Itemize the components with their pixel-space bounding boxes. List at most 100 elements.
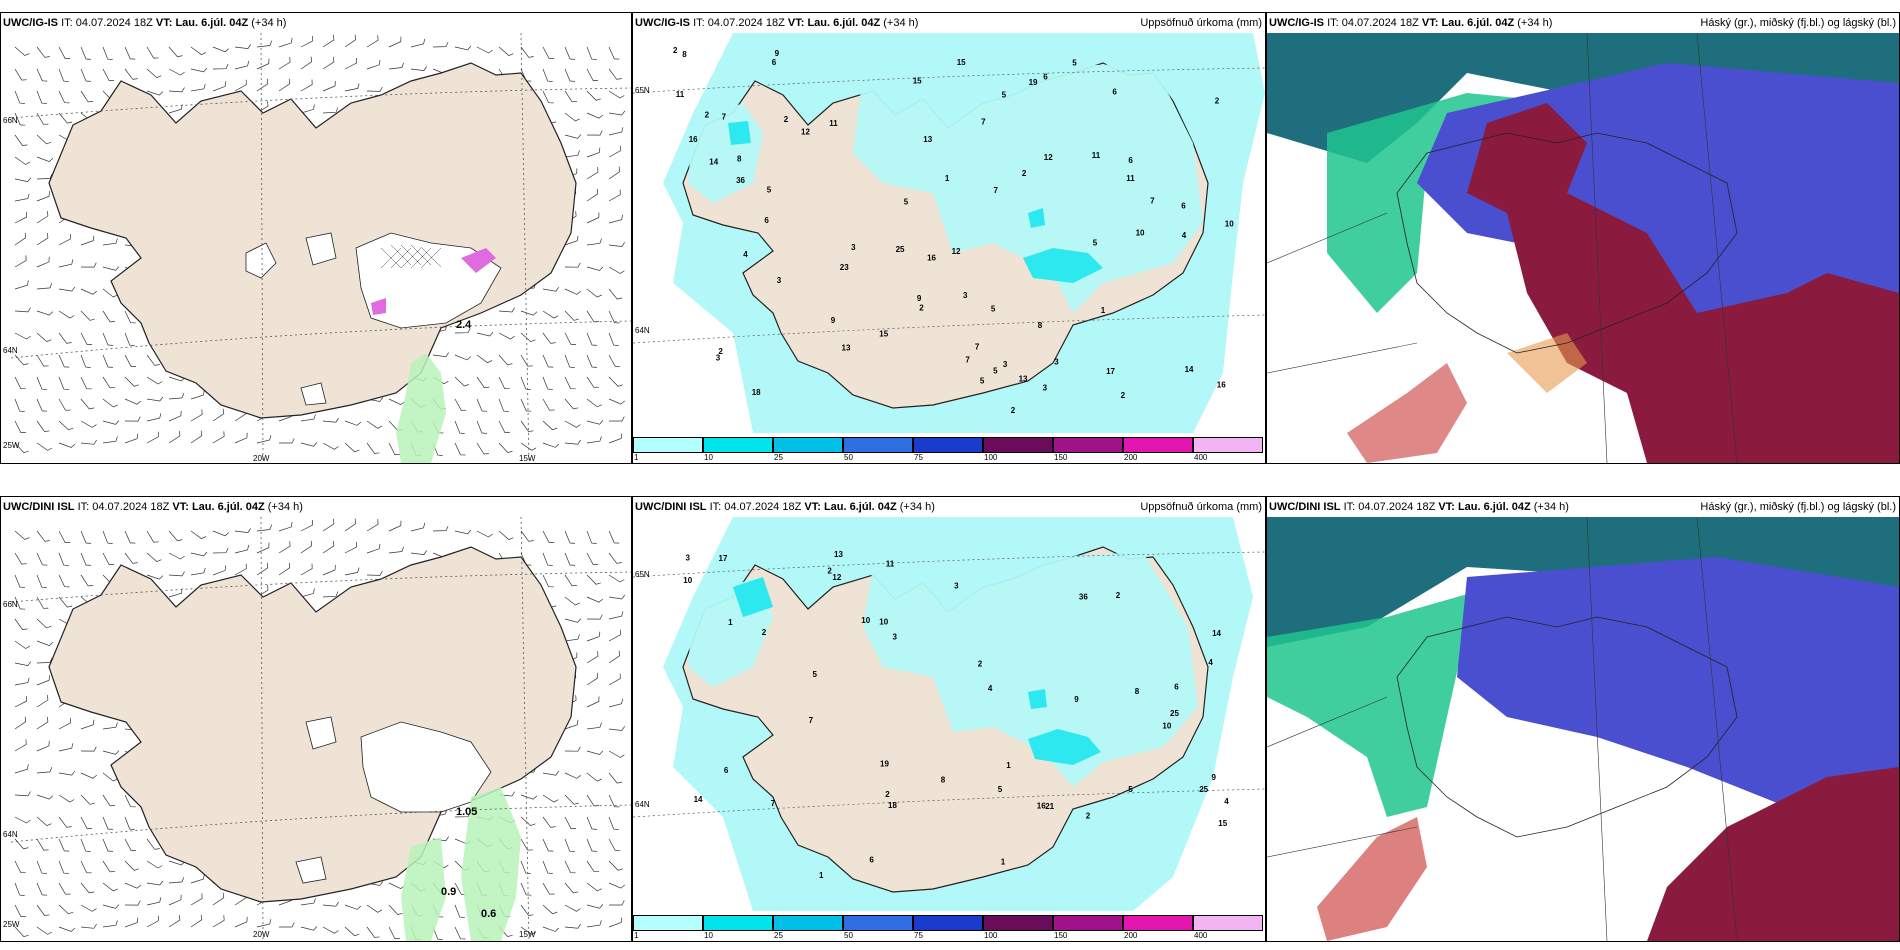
wind-barb xyxy=(454,904,465,918)
wind-barb xyxy=(608,611,624,620)
lat-label: 64N xyxy=(3,346,18,355)
wind-barb xyxy=(388,62,404,70)
wind-barb xyxy=(36,694,49,708)
wind-barb xyxy=(542,838,554,852)
station-value: 13 xyxy=(842,343,851,352)
wind-barb xyxy=(608,266,625,274)
wind-barb xyxy=(586,266,604,271)
wind-barb xyxy=(586,112,604,119)
wind-barb xyxy=(542,90,554,104)
cloud-map xyxy=(1267,517,1899,941)
wind-barb xyxy=(102,68,115,81)
lon-label: 25W xyxy=(3,441,20,450)
precip-mid-area xyxy=(1028,729,1101,765)
wind-barb xyxy=(80,746,97,752)
wind-barb xyxy=(564,235,579,246)
colorbar-tick: 150 xyxy=(1054,931,1068,940)
wind-barb xyxy=(80,923,97,929)
wind-barb xyxy=(322,518,335,532)
wind-barb xyxy=(564,46,576,60)
wind-barb xyxy=(58,442,76,448)
wind-barb xyxy=(476,376,490,389)
low-cloud-area xyxy=(1467,103,1899,463)
colorbar-tick: 75 xyxy=(914,453,923,462)
wind-barb xyxy=(498,307,515,313)
wind-barb xyxy=(36,68,48,82)
wind-barb xyxy=(586,354,598,368)
station-value: 2 xyxy=(1011,406,1016,415)
wind-barb xyxy=(14,640,31,649)
glacier xyxy=(245,242,277,279)
wind-barb xyxy=(80,376,92,390)
wind-barb xyxy=(124,794,136,808)
colorbar-tick: 1 xyxy=(634,931,639,940)
wind-barb xyxy=(410,522,426,532)
colorbar-tick: 50 xyxy=(844,931,853,940)
wind-barb xyxy=(300,36,313,48)
station-value: 8 xyxy=(1135,687,1140,696)
station-value: 8 xyxy=(737,155,742,164)
wind-barb xyxy=(608,594,626,600)
station-value: 10 xyxy=(879,617,888,626)
station-value: 2 xyxy=(762,628,767,637)
wind-barb xyxy=(564,150,580,158)
wind-barb xyxy=(58,882,71,895)
low-cloud-area xyxy=(1317,817,1427,941)
wind-barb xyxy=(586,188,599,202)
station-value: 6 xyxy=(772,58,777,67)
wind-barb xyxy=(124,354,137,367)
wind-barb xyxy=(608,552,622,564)
wind-barb xyxy=(608,530,620,544)
lat-label: 65N xyxy=(635,86,650,95)
wind-barb xyxy=(586,376,600,389)
high-cloud-area xyxy=(1267,33,1899,163)
wind-barb xyxy=(14,904,26,917)
station-value: 36 xyxy=(1079,593,1088,602)
wind-barb xyxy=(520,46,534,58)
station-value: 2 xyxy=(1022,169,1027,178)
wind-barb xyxy=(102,288,118,298)
wind-barb xyxy=(168,571,185,577)
station-value: 1 xyxy=(945,174,950,183)
wind-barb xyxy=(278,37,293,48)
wind-barb xyxy=(102,920,118,928)
wind-barb xyxy=(564,904,581,912)
wind-barb xyxy=(102,838,114,852)
wind-barb xyxy=(608,398,626,405)
wind-barb xyxy=(80,794,95,805)
wind-barb xyxy=(146,68,162,79)
value-label: 0.9 xyxy=(441,886,456,898)
wind-barb xyxy=(300,588,315,598)
wind-barb xyxy=(124,552,138,564)
wind-barb xyxy=(36,210,49,224)
precip-mid-area xyxy=(1028,689,1047,709)
wind-barb xyxy=(256,562,269,576)
station-value: 18 xyxy=(752,388,761,397)
station-value: 6 xyxy=(1112,88,1117,97)
colorbar-tick: 50 xyxy=(844,453,853,462)
wind-barb xyxy=(300,414,316,422)
station-value: 14 xyxy=(1185,365,1194,374)
wind-barb xyxy=(212,892,225,906)
wind-barb xyxy=(58,860,69,874)
wind-barb xyxy=(454,376,470,387)
wind-barb xyxy=(168,68,185,76)
wind-barb xyxy=(608,354,621,367)
wind-barb xyxy=(432,352,449,358)
station-value: 4 xyxy=(1208,658,1213,667)
wind-map: 66N 64N 25W 20W 15W 1.05 0.9 0.6 xyxy=(3,517,631,941)
wind-barb xyxy=(542,860,553,874)
wind-barb xyxy=(212,81,227,92)
station-value: 1 xyxy=(728,618,733,627)
wind-barb xyxy=(586,904,604,909)
station-value: 36 xyxy=(736,176,745,185)
wind-barb xyxy=(168,410,182,422)
station-value: 13 xyxy=(834,550,843,559)
wind-barb xyxy=(36,173,53,180)
wind-barb xyxy=(608,166,621,180)
wind-barb xyxy=(168,104,183,114)
wind-barb xyxy=(608,750,625,758)
wind-barb xyxy=(80,772,98,779)
colorbar-tick: 200 xyxy=(1124,453,1138,462)
wind-barb xyxy=(36,420,50,432)
